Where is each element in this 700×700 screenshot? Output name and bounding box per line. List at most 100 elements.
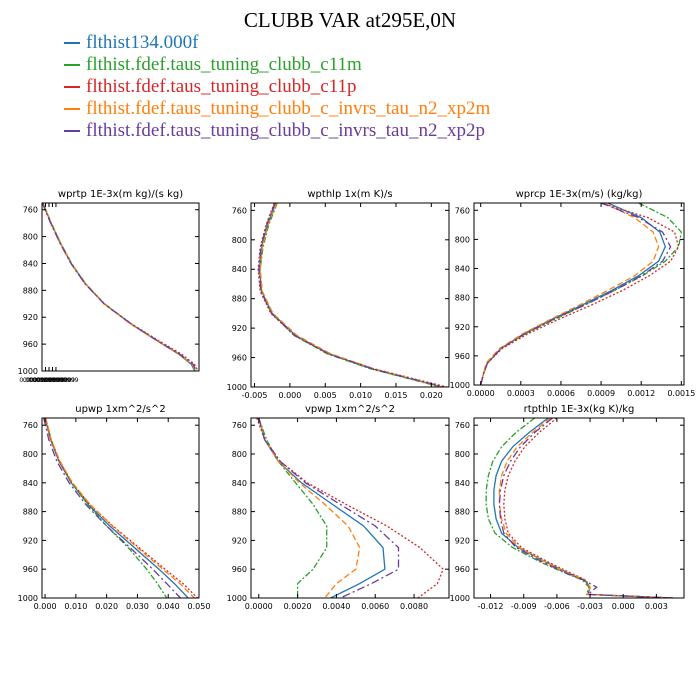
plot-frame — [41, 417, 200, 599]
x-tick-label: 0.030 — [126, 602, 149, 611]
x-tick-label: 0.000 — [278, 391, 301, 400]
legend-label: flthist.fdef.taus_tuning_clubb_c_invrs_t… — [86, 98, 491, 119]
x-tick-label: 0.010 — [349, 391, 372, 400]
series-line-flthist134.000f — [493, 418, 673, 598]
chart-panel: upwp 1xm^2/s^2 760 800 840 880 920 960 10000.00… — [18, 404, 211, 611]
series-line-c11p — [257, 203, 448, 387]
legend-swatch — [64, 42, 80, 44]
plot-frame — [473, 417, 685, 599]
x-tick-label: 0.0020 — [284, 602, 312, 611]
legend-label: flthist.fdef.taus_tuning_clubb_c11p — [86, 76, 357, 97]
legend-label: flthist134.000f — [86, 32, 199, 53]
y-tick-label: 960 — [232, 565, 247, 574]
legend-item: flthist.fdef.taus_tuning_clubb_c_invrs_t… — [64, 98, 490, 120]
chart-panel: wprtp 1E-3x(m kg)/(s kg) 760 800 840 880 920 9… — [18, 189, 200, 384]
series-line-c11m — [485, 418, 673, 598]
legend-item: flthist134.000f — [64, 32, 490, 54]
y-tick-label: 920 — [232, 536, 247, 545]
legend-label: flthist.fdef.taus_tuning_clubb_c11m — [86, 54, 362, 75]
chart-title: wprcp 1E-3x(m/s) (kg/kg) — [516, 189, 643, 200]
series-line-c11p — [256, 418, 444, 598]
y-tick-label: 880 — [23, 286, 38, 295]
series-line-flthist134.000f — [480, 203, 667, 385]
y-tick-label: 800 — [23, 233, 38, 242]
chart-title: wprtp 1E-3x(m kg)/(s kg) — [58, 189, 183, 200]
x-tick-label: 0.000 — [612, 602, 635, 611]
y-tick-label: 920 — [23, 536, 38, 545]
x-tick-label: 0.0000 — [245, 602, 273, 611]
series-line-c11m — [259, 203, 441, 387]
chart-panel: vpwp 1xm^2/s^276080084088092096010000.00… — [227, 404, 450, 611]
legend-label: flthist.fdef.taus_tuning_clubb_c_invrs_t… — [86, 120, 485, 141]
x-tick-label: -0.009 — [511, 602, 537, 611]
y-tick-label: 800 — [455, 450, 470, 459]
y-tick-label: 840 — [23, 259, 38, 268]
y-tick-label: 880 — [23, 508, 38, 517]
y-tick-label: 840 — [455, 265, 470, 274]
x-tick-label: 0.0015 — [667, 389, 695, 398]
plot-frame — [250, 417, 450, 599]
y-tick-label: 920 — [455, 323, 470, 332]
legend-item: flthist.fdef.taus_tuning_clubb_c11m — [64, 54, 490, 76]
legend-swatch — [64, 86, 80, 88]
series-line-c11m — [480, 203, 682, 385]
chart-title: vpwp 1xm^2/s^2 — [305, 404, 395, 415]
x-tick-label: 0.020 — [420, 391, 443, 400]
legend-swatch — [64, 64, 80, 66]
plot-frame — [473, 202, 685, 386]
x-tick-label: 0.003 — [645, 602, 668, 611]
series-line-c11p — [44, 418, 198, 598]
plot-frame — [250, 202, 450, 388]
y-tick-label: 800 — [232, 236, 247, 245]
series-line-xp2p — [42, 203, 198, 371]
y-tick-label: 760 — [232, 206, 247, 215]
series-line-xp2m — [480, 203, 660, 385]
series-line-xp2m — [259, 203, 442, 387]
x-tick-label: -0.003 — [577, 602, 603, 611]
x-tick-label: 0.0000 — [467, 389, 495, 398]
y-tick-label: 1000 — [227, 383, 247, 392]
chart-panel: wpthlp 1x(m K)/s 760 800 840 880 920 960 1000-0… — [227, 189, 450, 400]
y-tick-label: 760 — [232, 421, 247, 430]
y-tick-label: 800 — [232, 450, 247, 459]
y-tick-label: 840 — [232, 479, 247, 488]
y-tick-label: 760 — [455, 421, 470, 430]
x-tick-label: 0.005 — [314, 391, 337, 400]
legend-swatch — [64, 108, 80, 110]
x-tick-label: 0.0006 — [547, 389, 575, 398]
series-line-flthist134.000f — [42, 203, 196, 371]
series-line-c11m — [45, 418, 168, 598]
series-line-xp2m — [42, 203, 197, 371]
x-tick-label: 0.0029999999 — [30, 377, 75, 384]
y-tick-label: 760 — [23, 421, 38, 430]
series-line-c11p — [503, 418, 673, 598]
y-tick-label: 920 — [23, 313, 38, 322]
y-tick-label: 960 — [23, 565, 38, 574]
x-tick-label: 0.015 — [385, 391, 408, 400]
y-tick-label: 1000 — [18, 367, 38, 376]
series-line-xp2p — [498, 418, 673, 598]
y-tick-label: 960 — [455, 352, 470, 361]
legend-swatch — [64, 130, 80, 132]
y-tick-label: 960 — [232, 354, 247, 363]
chart-panel: rtpthlp 1E-3x(kg K)/kg 760 800 840 880 920 960… — [450, 404, 685, 611]
series-line-xp2p — [258, 203, 445, 387]
y-tick-label: 880 — [232, 295, 247, 304]
y-tick-label: 960 — [455, 565, 470, 574]
chart-title: upwp 1xm^2/s^2 — [75, 404, 165, 415]
y-tick-label: 1000 — [450, 594, 470, 603]
series-line-xp2p — [480, 203, 672, 385]
series-line-xp2m — [498, 418, 673, 598]
legend: flthist134.000f flthist.fdef.taus_tuning… — [64, 32, 490, 142]
x-tick-label: -0.012 — [478, 602, 504, 611]
x-tick-label: 0.010 — [64, 602, 87, 611]
x-tick-label: 0.0012 — [627, 389, 655, 398]
y-tick-label: 840 — [23, 479, 38, 488]
x-tick-label: 0.0003 — [507, 389, 535, 398]
figure-title: CLUBB VAR at295E,0N — [243, 8, 457, 32]
y-tick-label: 880 — [232, 508, 247, 517]
y-tick-label: 760 — [23, 206, 38, 215]
y-tick-label: 920 — [232, 324, 247, 333]
y-tick-label: 840 — [232, 265, 247, 274]
